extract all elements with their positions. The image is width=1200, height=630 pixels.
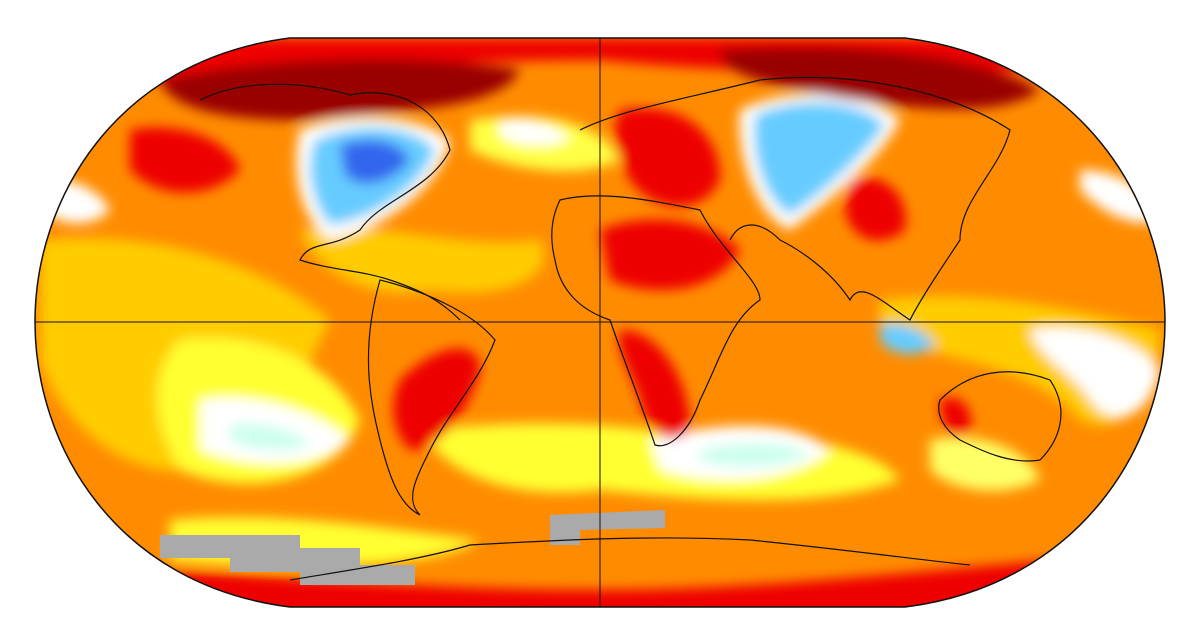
coastline <box>551 195 761 447</box>
region-white <box>500 118 570 146</box>
no-data-area <box>160 535 415 585</box>
region-white <box>1030 327 1160 417</box>
region-blue <box>880 323 935 355</box>
region-blue <box>754 102 885 215</box>
region-red <box>393 348 480 450</box>
coastline <box>367 279 496 516</box>
region-dark-blue <box>340 140 410 184</box>
region-red <box>619 330 690 439</box>
missing-data <box>160 510 665 585</box>
region-dark-red <box>720 46 1040 109</box>
region-red <box>35 38 1165 90</box>
coastline <box>938 371 1062 462</box>
map-border <box>34 37 1166 608</box>
coastline <box>579 76 1011 321</box>
region-red <box>600 219 740 290</box>
region-yellow <box>300 227 544 293</box>
region-red <box>130 127 240 193</box>
coastline <box>289 537 971 581</box>
region-pale-cyan <box>230 423 310 451</box>
region-pale-cyan <box>700 443 810 467</box>
region-white <box>1080 170 1160 223</box>
region-light-yellow <box>930 437 1040 491</box>
region-dark-red <box>160 59 520 120</box>
region-red <box>845 178 906 241</box>
coastlines <box>35 38 1165 607</box>
region-red <box>940 397 971 436</box>
coastline <box>199 83 461 321</box>
region-red <box>614 108 720 207</box>
no-data-area <box>550 510 665 545</box>
